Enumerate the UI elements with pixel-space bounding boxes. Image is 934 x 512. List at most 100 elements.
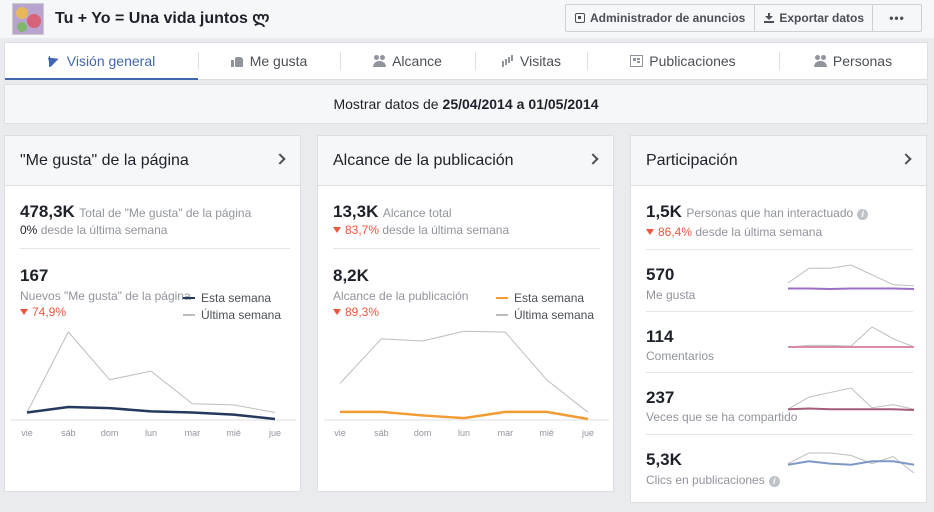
x-tick-label: jue: [268, 428, 281, 438]
post-clicks-label: Clics en publicaciones: [646, 473, 765, 487]
page-title[interactable]: Tu + Yo = Una vida juntos ლ: [55, 10, 270, 27]
likes-label: Me gusta: [646, 288, 696, 302]
tab-label: Alcance: [392, 53, 442, 69]
date-range-connector: a: [516, 96, 525, 112]
series-line-last-week: [339, 330, 589, 413]
post-reach-label: Alcance de la publicación: [333, 289, 469, 303]
chevron-right-icon[interactable]: [274, 153, 286, 165]
flag-icon: [48, 55, 61, 67]
card-title: Participación: [646, 152, 738, 169]
legend-this-week: Esta semana: [514, 290, 585, 305]
post-clicks-sparkline: [787, 452, 915, 474]
date-range-start: 25/04/2014: [442, 96, 513, 112]
change-label: desde la última semana: [695, 225, 823, 239]
date-range-prefix: Mostrar datos de: [333, 96, 439, 112]
new-likes-change: 74,9%: [32, 305, 67, 319]
more-icon: •••: [889, 11, 905, 25]
x-tick-label: jue: [581, 428, 594, 438]
total-reach-change: 83,7%: [345, 223, 380, 237]
date-range-end: 01/05/2014: [528, 96, 599, 112]
engagement-card: Participación 1,5K Personas que han inte…: [630, 135, 927, 503]
post-clicks-count: 5,3K: [646, 450, 682, 469]
post-reach-value: 8,2K: [333, 266, 369, 285]
more-options-button[interactable]: •••: [872, 4, 922, 32]
sparkline-previous: [787, 326, 915, 348]
chart-legend: Esta semana Última semana: [183, 289, 281, 323]
likes-sparkline: [787, 264, 915, 291]
card-header[interactable]: "Me gusta" de la página: [5, 136, 300, 186]
tab-label: Personas: [832, 53, 893, 69]
post-reach-change: 89,3%: [345, 305, 380, 319]
x-tick-label: sáb: [61, 428, 76, 438]
shares-sparkline: [787, 387, 915, 411]
bar-chart-icon: [501, 55, 514, 67]
chart-legend: Esta semana Última semana: [496, 289, 594, 323]
thumbs-up-icon: [230, 55, 244, 67]
x-tick-label: sáb: [374, 428, 389, 438]
total-reach-value: 13,3K: [333, 202, 379, 221]
likes-line-chart: vie sáb dom lun mar mié jue: [11, 331, 296, 438]
x-tick-label: mié: [539, 428, 554, 438]
chevron-right-icon[interactable]: [900, 153, 912, 165]
shares-label: Veces que se ha compartido: [646, 410, 798, 424]
legend-last-week: Última semana: [201, 307, 282, 322]
new-likes-label: Nuevos "Me gusta" de la página: [20, 289, 191, 303]
ads-manager-button[interactable]: Administrador de anuncios: [565, 4, 756, 32]
date-range-bar: Mostrar datos de 25/04/2014 a 01/05/2014: [4, 84, 928, 124]
page-avatar[interactable]: [12, 3, 44, 35]
page-header: Tu + Yo = Una vida juntos ლ Administrado…: [0, 0, 934, 38]
new-likes-value: 167: [20, 266, 49, 285]
legend-last-week: Última semana: [514, 307, 595, 322]
tab-visits[interactable]: Visitas: [475, 43, 587, 79]
reach-line-chart: vie sáb dom lun mar mié jue: [324, 330, 609, 438]
tab-people[interactable]: Personas: [779, 43, 927, 79]
tab-overview[interactable]: Visión general: [5, 43, 198, 80]
series-line-this-week: [26, 405, 276, 421]
x-tick-label: mar: [185, 428, 201, 438]
series-line-last-week: [26, 331, 276, 413]
card-title: Alcance de la publicación: [333, 152, 514, 169]
shares-count: 237: [646, 388, 675, 407]
sparkline-current: [787, 407, 915, 411]
insights-tabs: Visión general Me gusta Alcance Visitas …: [4, 42, 928, 80]
people-icon: [373, 55, 387, 67]
sparkline-previous: [787, 264, 915, 287]
export-data-label: Exportar datos: [779, 11, 865, 25]
tab-label: Visitas: [520, 53, 561, 69]
chevron-right-icon[interactable]: [587, 153, 599, 165]
tab-label: Visión general: [66, 53, 156, 69]
comments-label: Comentarios: [646, 349, 715, 363]
decrease-arrow-icon: [333, 309, 341, 315]
x-tick-label: vie: [21, 428, 33, 438]
sparkline-current: [787, 460, 915, 466]
x-tick-label: vie: [334, 428, 346, 438]
sparkline-previous: [787, 452, 915, 474]
tab-label: Me gusta: [249, 53, 308, 69]
tab-reach[interactable]: Alcance: [340, 43, 475, 79]
sparkline-current: [788, 287, 915, 291]
x-tick-label: mié: [226, 428, 241, 438]
sparkline-previous: [787, 387, 915, 410]
toolbar: Administrador de anuncios Exportar datos: [565, 4, 875, 32]
x-tick-label: mar: [498, 428, 514, 438]
change-label: desde la última semana: [382, 223, 510, 237]
total-likes-label: Total de "Me gusta" de la página: [79, 206, 252, 220]
card-header[interactable]: Alcance de la publicación: [318, 136, 613, 186]
tab-posts[interactable]: Publicaciones: [587, 43, 779, 79]
comments-count: 114: [646, 327, 674, 346]
total-reach-label: Alcance total: [382, 206, 452, 220]
card-title: "Me gusta" de la página: [20, 152, 189, 169]
tab-likes[interactable]: Me gusta: [198, 43, 340, 79]
decrease-arrow-icon: [646, 229, 654, 235]
total-likes-change: 0%: [20, 223, 38, 237]
posts-icon: [630, 55, 644, 67]
engaged-people-value: 1,5K: [646, 202, 682, 221]
info-icon[interactable]: i: [857, 209, 869, 220]
info-icon[interactable]: i: [768, 476, 780, 487]
download-icon: [764, 13, 775, 23]
page-likes-card: "Me gusta" de la página 478,3K Total de …: [4, 135, 301, 492]
export-data-button[interactable]: Exportar datos: [755, 4, 875, 32]
decrease-arrow-icon: [20, 309, 28, 315]
engaged-people-label: Personas que han interactuado: [686, 206, 854, 220]
card-header[interactable]: Participación: [631, 136, 926, 186]
